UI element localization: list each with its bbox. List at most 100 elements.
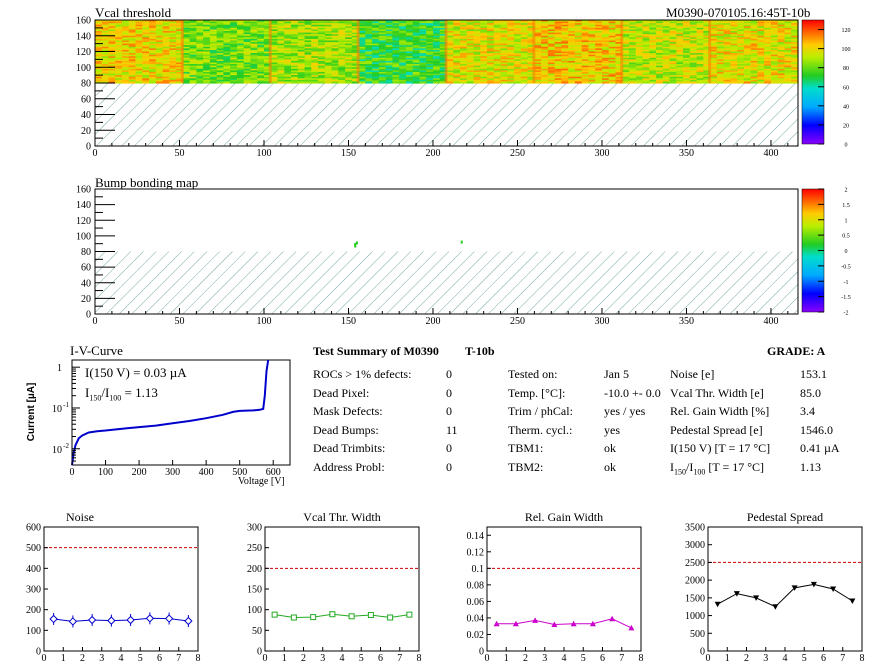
palette-tick-label: 1 [845,218,848,224]
heat-cell [176,75,184,78]
heat-cell [95,20,103,23]
heat-cell [683,81,691,84]
heat-cell [595,29,603,32]
heat-cell [595,73,603,76]
heat-cell [196,65,204,68]
heat-cell [196,81,204,84]
heat-cell [601,38,610,42]
heat-cell [635,23,644,26]
heat-cell [635,59,644,62]
heat-cell [547,57,556,60]
heat-cell [257,76,265,79]
heat-cell [284,31,292,34]
heat-cell [432,56,441,59]
heat-cell [345,24,353,27]
heat-cell [182,24,191,27]
heat-cell [460,24,468,27]
heat-cell [743,23,752,26]
heat-cell [683,20,691,23]
heat-cell [649,70,657,73]
heat-cell [791,71,799,75]
heat-cell [358,46,366,49]
heat-cell [196,40,204,43]
heat-cell [689,26,698,29]
heat-cell [791,26,799,29]
heat-cell [541,46,549,49]
heat-cell [662,81,671,84]
heat-cell [135,64,143,67]
heat-cell [500,71,508,75]
heat-cell [203,53,211,56]
heat-cell [453,64,461,67]
heat-cell [466,45,475,48]
heat-cell [263,26,272,29]
heat-cell [372,65,380,68]
heat-cell [662,73,671,76]
heat-cell [196,21,204,24]
heat-cell [710,35,718,38]
heat-cell [297,53,306,56]
heat-cell [676,37,684,40]
heat-cell [196,35,204,38]
condition-value: yes / yes [604,404,646,418]
heat-cell [777,75,786,78]
heat-cell [250,59,258,62]
heat-cell [656,68,664,71]
heat-cell [574,35,583,38]
heat-cell [716,51,725,54]
heat-cell [730,81,738,84]
heat-cell [243,27,252,31]
heat-cell [534,65,542,68]
heat-cell [676,57,684,60]
heat-cell [581,46,590,49]
y-tick-label: 500 [690,629,705,640]
heat-cell [662,29,671,32]
heat-cell [169,37,177,40]
y-tick-label: 0 [700,647,705,658]
heat-cell [669,45,677,48]
heat-cell [351,37,360,40]
heat-cell [676,46,684,49]
heat-cell [95,54,103,57]
heat-cell [696,68,704,71]
heat-cell [432,64,441,67]
heat-cell [777,21,786,24]
heat-cell [770,78,779,81]
heat-cell [649,37,657,40]
heat-cell [541,37,549,40]
heat-cell [500,56,508,59]
heat-cell [460,53,468,56]
heat-cell [514,46,522,49]
heat-cell [446,51,454,54]
heat-cell [750,40,759,43]
heat-cell [534,54,542,57]
heat-cell [162,81,170,84]
heat-cell [189,70,197,73]
heat-cell [372,67,380,70]
heat-cell [338,81,346,84]
heat-cell [324,56,333,59]
heat-cell [737,65,745,68]
heat-cell [169,73,177,76]
heat-cell [122,24,130,27]
series-line [274,613,410,619]
heat-cell [189,35,197,38]
heat-cell [331,79,339,83]
heat-cell [635,26,644,29]
x-tick-label: 150 [341,148,356,159]
heat-cell [216,53,225,56]
x-tick-label: 5 [138,653,143,664]
heat-cell [345,78,353,81]
heat-cell [216,26,225,29]
chart-title: Rel. Gain Width [525,510,603,524]
heat-cell [581,75,590,78]
heat-cell [189,37,197,40]
heat-cell [162,37,170,40]
palette-tick-label: -1.5 [841,295,851,301]
heat-cell [473,53,481,56]
heat-cell [608,27,617,31]
heat-cell [446,26,454,29]
heat-cell [209,23,218,26]
heat-cell [101,71,110,75]
